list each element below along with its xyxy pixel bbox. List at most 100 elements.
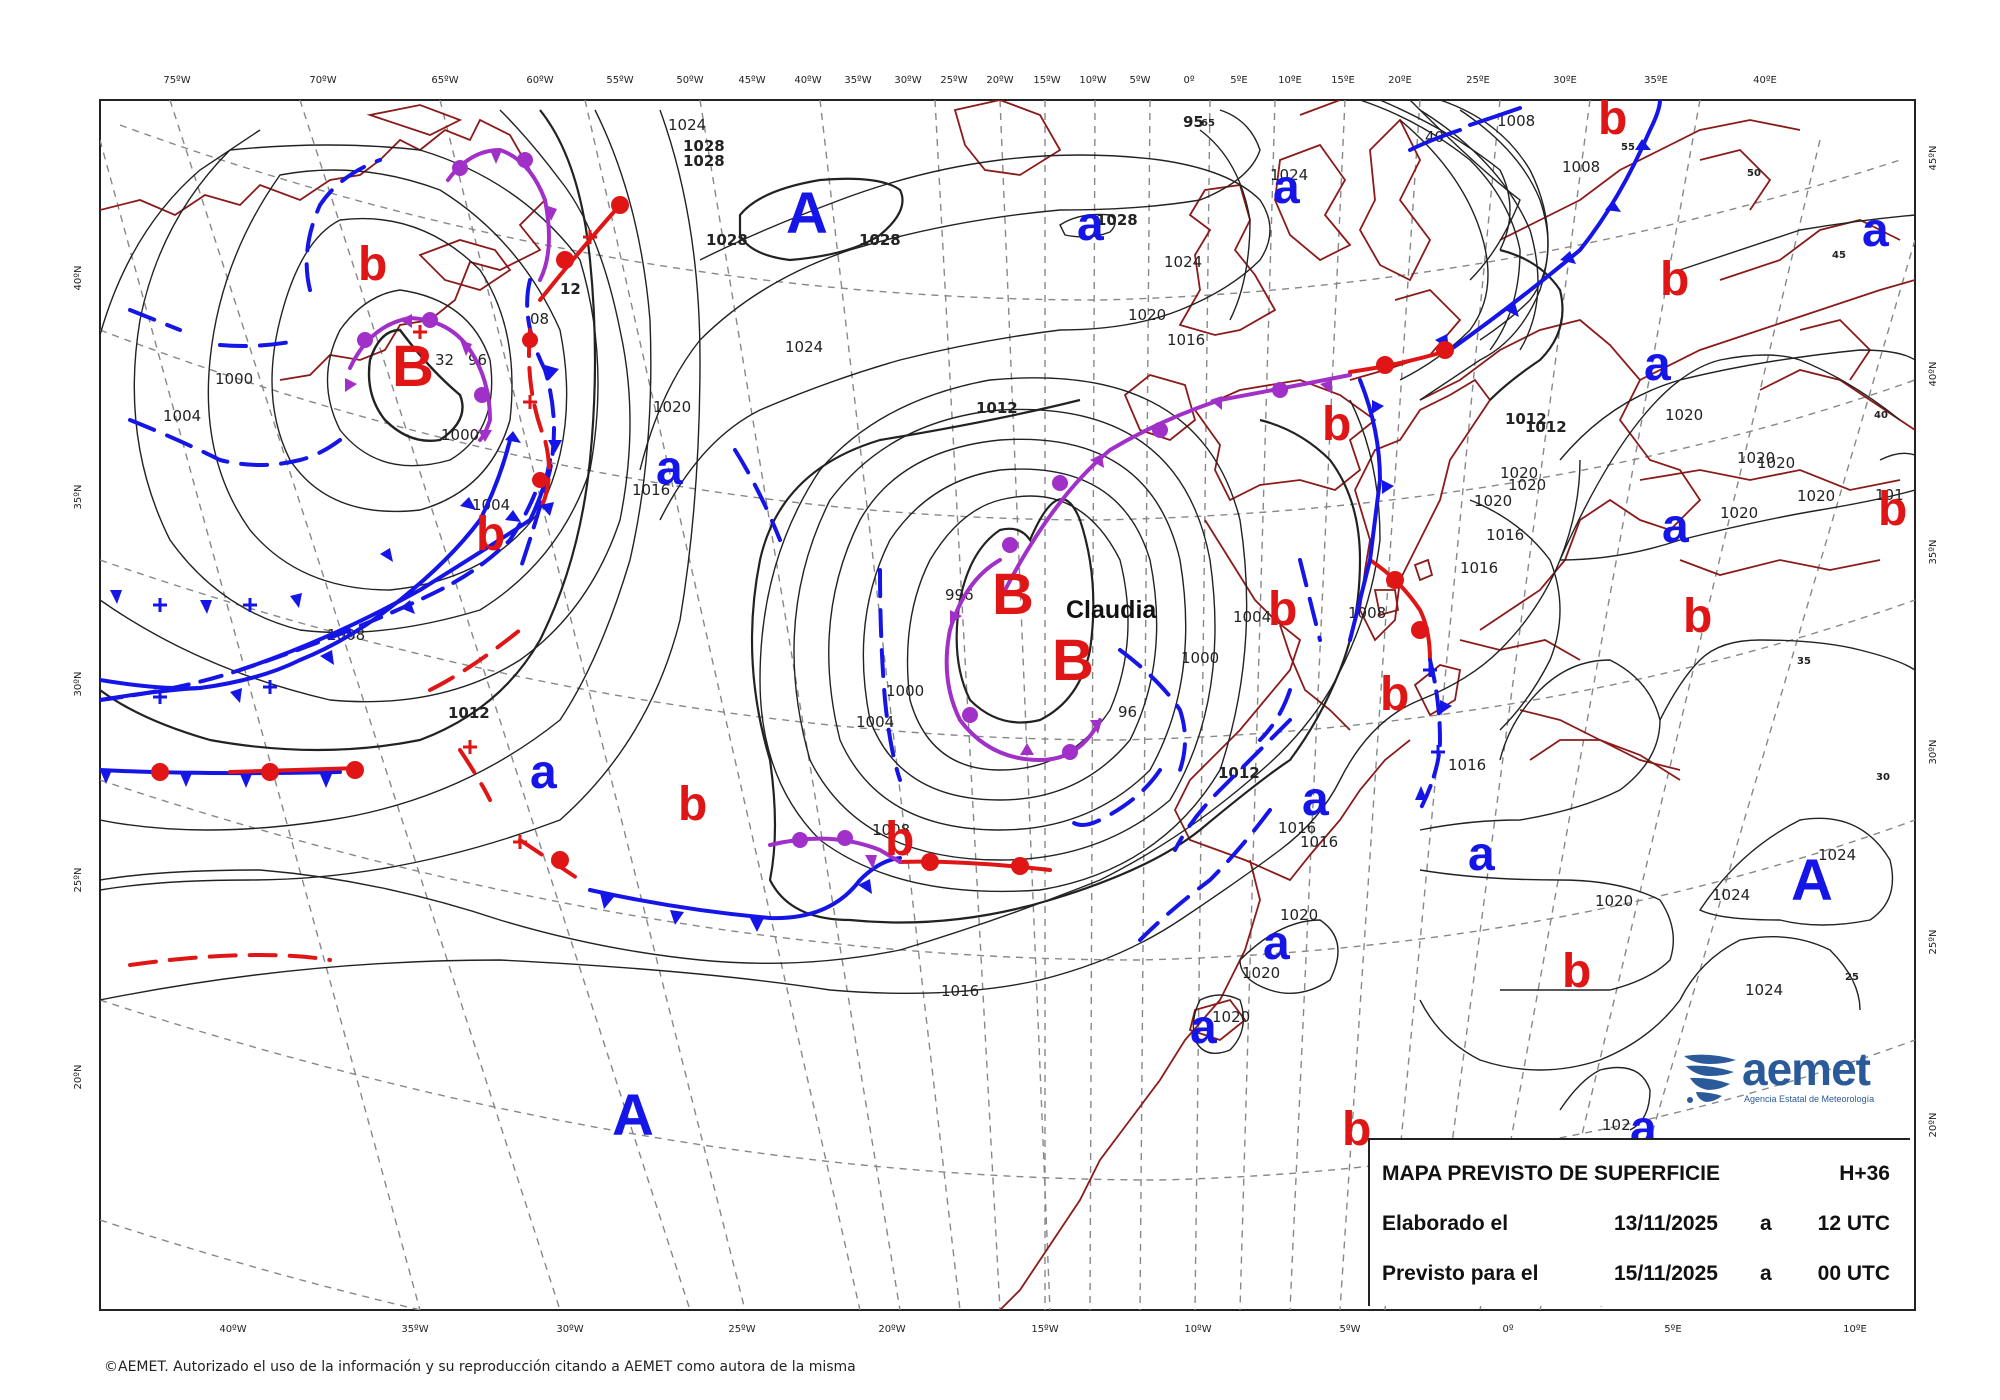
svg-text:1020: 1020 <box>1737 449 1775 467</box>
svg-text:96: 96 <box>1118 703 1137 721</box>
relative-low: b <box>1562 945 1591 998</box>
top-longitude-label: 35ºW <box>844 75 871 86</box>
warm-front-atlantic <box>898 859 1052 872</box>
fronts <box>100 100 1662 967</box>
grid-values: 65 55 50 45 40 35 30 25 <box>1201 118 1890 983</box>
svg-text:102: 102 <box>1602 1116 1631 1134</box>
relative-high: a <box>1263 917 1290 970</box>
svg-text:95: 95 <box>1183 113 1204 131</box>
valid-time: 00 UTC <box>1817 1262 1890 1285</box>
graticule-value-label: 40 <box>1874 410 1888 421</box>
svg-text:101: 101 <box>1875 486 1904 504</box>
bottom-longitude-label: 10ºW <box>1184 1324 1211 1335</box>
occluded-front-low <box>348 315 493 442</box>
cold-front-scand <box>1408 128 1462 152</box>
pressure-centers: A A A a a a a a a a a a a a a B B B b b … <box>358 100 1907 1156</box>
bottom-longitude-label: 15ºW <box>1031 1324 1058 1335</box>
svg-text:1004: 1004 <box>472 496 510 514</box>
trough-labrador <box>304 158 382 292</box>
svg-text:08: 08 <box>530 310 549 328</box>
cold-front-france <box>1358 378 1383 562</box>
warm-front-west <box>228 766 362 774</box>
info-made-row: Elaborado el 13/11/2025 a 12 UTC <box>1382 1212 1890 1242</box>
svg-text:1012: 1012 <box>1218 764 1260 782</box>
top-longitude-label: 20ºW <box>986 75 1013 86</box>
left-latitude-label: 20ºN <box>73 1065 84 1090</box>
isobar-labels: 1000 1004 1000 1004 1008 1012 08 12 32 9… <box>163 112 1904 1134</box>
forecast-lead: H+36 <box>1839 1162 1890 1185</box>
relative-low: b <box>1322 398 1351 451</box>
top-longitude-label: 0º <box>1183 75 1194 86</box>
coordinate-labels: 75ºW 70ºW 65ºW 60ºW 55ºW 50ºW 45ºW 40ºW 35ºW 30ºW… <box>73 75 1939 1335</box>
svg-text:1028: 1028 <box>706 231 748 249</box>
svg-text:1024: 1024 <box>668 116 706 134</box>
bottom-longitude-label: 5ºW <box>1340 1324 1361 1335</box>
right-latitude-label: 45ºN <box>1928 146 1939 171</box>
relative-low: b <box>1683 590 1712 643</box>
svg-text:1028: 1028 <box>683 137 725 155</box>
svg-text:1020: 1020 <box>1500 464 1538 482</box>
left-latitude-label: 30ºN <box>73 672 84 697</box>
svg-text:1020: 1020 <box>653 398 691 416</box>
relative-low: b <box>1660 253 1689 306</box>
svg-text:1016: 1016 <box>1300 833 1338 851</box>
relative-high: a <box>1077 198 1104 251</box>
bottom-longitude-label: 20ºW <box>878 1324 905 1335</box>
top-longitude-label: 40ºW <box>794 75 821 86</box>
svg-text:32: 32 <box>435 351 454 369</box>
cold-front-europe <box>1448 100 1662 352</box>
svg-text:1024: 1024 <box>1745 981 1783 999</box>
made-label: Elaborado el <box>1382 1212 1509 1235</box>
relative-low: b <box>358 238 387 291</box>
svg-text:1020: 1020 <box>1595 892 1633 910</box>
top-longitude-label: 50ºW <box>676 75 703 86</box>
bottom-longitude-label: 25ºW <box>728 1324 755 1335</box>
copyright-notice: ©AEMET. Autorizado el uso de la informac… <box>104 1359 856 1375</box>
svg-text:1020: 1020 <box>1474 492 1512 510</box>
logo-subtitle: Agencia Estatal de Meteorología <box>1744 1094 1875 1104</box>
high-center: A <box>786 181 828 246</box>
high-center: A <box>612 1083 654 1148</box>
svg-text:1020: 1020 <box>1757 454 1795 472</box>
svg-text:1024: 1024 <box>785 338 823 356</box>
cold-front-west <box>100 768 342 776</box>
made-date: 13/11/2025 <box>1614 1212 1718 1235</box>
right-latitude-label: 35ºN <box>1928 540 1939 565</box>
occluded-front-greenland <box>446 147 551 282</box>
svg-text:1024: 1024 <box>1164 253 1202 271</box>
svg-text:1016: 1016 <box>632 481 670 499</box>
warm-front-med <box>1368 558 1432 662</box>
top-longitude-label: 55ºW <box>606 75 633 86</box>
relative-high: a <box>530 746 557 799</box>
svg-text:1016: 1016 <box>1448 756 1486 774</box>
valid-at: a <box>1760 1262 1772 1285</box>
relative-high: a <box>1273 161 1300 214</box>
svg-text:1000: 1000 <box>1181 649 1219 667</box>
top-longitude-label: 5ºE <box>1230 75 1247 86</box>
svg-text:1000: 1000 <box>441 426 479 444</box>
right-latitude-label: 30ºN <box>1928 740 1939 765</box>
cold-front-3 <box>100 686 202 702</box>
aemet-emblem-icon <box>1684 1054 1736 1103</box>
relative-high: a <box>1662 500 1689 553</box>
top-longitude-label: 15ºW <box>1033 75 1060 86</box>
warm-front-greenland <box>538 203 622 302</box>
top-longitude-label: 5ºW <box>1130 75 1151 86</box>
svg-text:1008: 1008 <box>1562 158 1600 176</box>
relative-high: a <box>1190 1001 1217 1054</box>
svg-text:1020: 1020 <box>1720 504 1758 522</box>
bottom-longitude-label: 5ºE <box>1664 1324 1681 1335</box>
svg-text:1000: 1000 <box>215 370 253 388</box>
top-longitude-label: 75ºW <box>163 75 190 86</box>
top-longitude-label: 25ºE <box>1466 75 1490 86</box>
relative-low: b <box>1380 668 1409 721</box>
svg-text:1012: 1012 <box>1505 410 1547 428</box>
cold-front-4 <box>238 458 552 672</box>
svg-text:1020: 1020 <box>1280 906 1318 924</box>
svg-text:1004: 1004 <box>856 713 894 731</box>
cold-front-med <box>1418 658 1443 812</box>
top-longitude-label: 15ºE <box>1331 75 1355 86</box>
svg-text:1024: 1024 <box>1818 846 1856 864</box>
info-valid-row: Previsto para el 15/11/2025 a 00 UTC <box>1382 1262 1890 1292</box>
